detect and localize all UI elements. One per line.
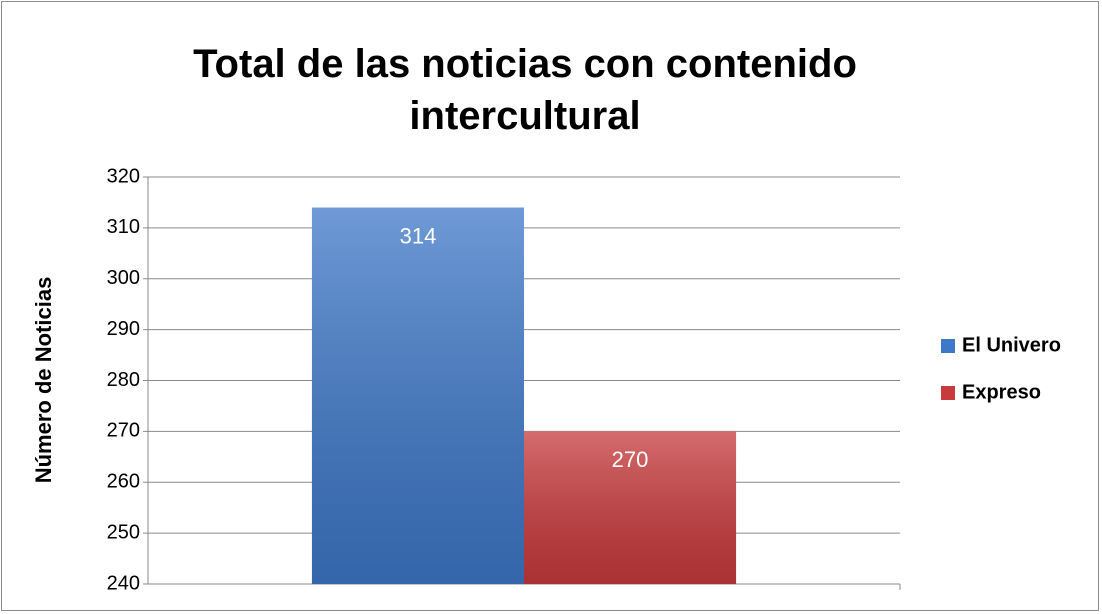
legend-swatch: [941, 339, 955, 353]
y-tick-label: 240: [107, 572, 140, 594]
y-axis-label: Número de Noticias: [31, 277, 56, 484]
y-tick-label: 290: [107, 318, 140, 340]
y-tick-label: 280: [107, 369, 140, 391]
data-label: 314: [400, 223, 437, 248]
legend-label: Expreso: [962, 381, 1041, 403]
bar: [311, 207, 524, 584]
legend-swatch: [941, 386, 955, 400]
y-tick-label: 310: [107, 216, 140, 238]
legend-label: El Univero: [962, 334, 1061, 356]
y-tick-label: 260: [107, 471, 140, 493]
data-label: 270: [612, 447, 649, 472]
chart-title: Total de las noticias con contenido inte…: [193, 42, 857, 138]
y-tick-label: 250: [107, 521, 140, 543]
y-tick-label: 300: [107, 267, 140, 289]
y-tick-label: 270: [107, 420, 140, 442]
y-tick-label: 320: [107, 165, 140, 187]
